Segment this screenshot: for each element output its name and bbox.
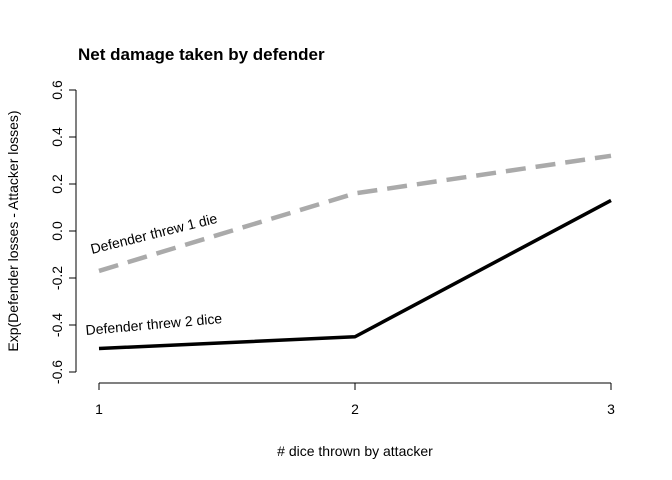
x-tick-label: 1 <box>95 401 103 417</box>
y-axis: -0.6 -0.4 -0.2 0.0 0.2 0.4 0.6 <box>49 80 77 384</box>
x-axis: 1 2 3 <box>95 382 615 417</box>
x-axis-label: # dice thrown by attacker <box>277 443 433 459</box>
series-line-0 <box>98 153 612 274</box>
x-tick-label: 3 <box>607 401 615 417</box>
y-tick-label: 0.6 <box>49 80 65 100</box>
series-label-defender-1-die: Defender threw 1 die <box>89 210 219 257</box>
chart-title: Net damage taken by defender <box>78 45 325 64</box>
y-tick-label: -0.4 <box>49 313 65 337</box>
series-layer <box>98 153 612 351</box>
y-tick-label: 0.2 <box>49 174 65 194</box>
y-axis-label: Exp(Defender losses - Attacker losses) <box>5 110 21 351</box>
y-tick-label: 0.0 <box>49 221 65 241</box>
y-tick-label: -0.6 <box>49 360 65 384</box>
y-tick-label: -0.2 <box>49 266 65 290</box>
series-label-defender-2-dice: Defender threw 2 dice <box>85 310 223 338</box>
y-tick-label: 0.4 <box>49 127 65 147</box>
x-tick-label: 2 <box>351 401 359 417</box>
series-line-1 <box>98 198 612 351</box>
